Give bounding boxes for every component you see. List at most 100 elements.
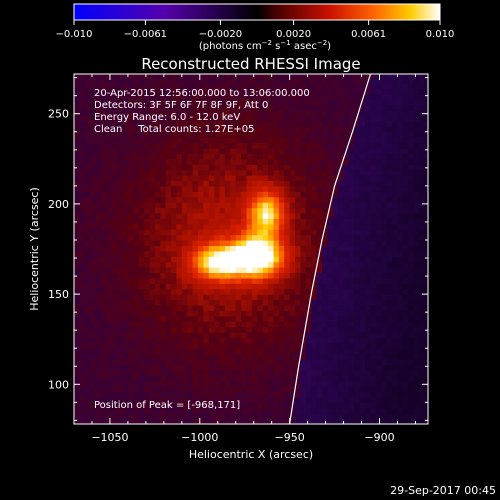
heatmap-cell — [192, 142, 199, 149]
heatmap-cell — [392, 283, 399, 290]
heatmap-cell — [208, 196, 215, 203]
heatmap-cell — [160, 272, 167, 279]
heatmap-cell — [424, 158, 428, 165]
heatmap-cell — [327, 348, 334, 355]
heatmap-cell — [278, 77, 285, 84]
heatmap-cell — [117, 321, 124, 328]
heatmap-cell — [219, 321, 226, 328]
heatmap-cell — [300, 104, 307, 111]
heatmap-cell — [203, 207, 210, 214]
heatmap-cell — [251, 402, 258, 409]
heatmap-cell — [149, 418, 156, 424]
heatmap-cell — [149, 348, 156, 355]
heatmap-cell — [268, 131, 275, 138]
heatmap-cell — [117, 110, 124, 117]
heatmap-cell — [198, 418, 204, 424]
heatmap-cell — [300, 245, 307, 252]
heatmap-cell — [251, 131, 258, 138]
heatmap-cell — [381, 158, 388, 165]
heatmap-cell — [375, 110, 382, 117]
heatmap-cell — [311, 169, 318, 176]
heatmap-cell — [176, 332, 183, 338]
heatmap-cell — [305, 131, 312, 138]
heatmap-cell — [311, 175, 318, 181]
heatmap-cell — [246, 148, 253, 154]
heatmap-cell — [122, 380, 129, 387]
heatmap-cell — [370, 180, 377, 187]
heatmap-cell — [79, 120, 86, 127]
heatmap-cell — [181, 120, 188, 127]
heatmap-cell — [144, 288, 151, 295]
heatmap-cell — [257, 240, 264, 246]
heatmap-cell — [106, 169, 113, 176]
heatmap-cell — [230, 288, 237, 295]
heatmap-cell — [111, 207, 118, 214]
heatmap-cell — [127, 321, 134, 328]
heatmap-cell — [348, 380, 355, 387]
heatmap-cell — [181, 77, 188, 84]
heatmap-cell — [268, 272, 275, 279]
heatmap-cell — [171, 304, 177, 311]
heatmap-cell — [365, 212, 372, 219]
heatmap-cell — [370, 148, 377, 154]
heatmap-cell — [251, 202, 258, 209]
heatmap-cell — [359, 353, 366, 360]
heatmap-cell — [251, 169, 258, 176]
heatmap-cell — [370, 185, 377, 192]
heatmap-cell — [101, 148, 107, 154]
heatmap-cell — [392, 337, 399, 344]
heatmap-cell — [127, 310, 134, 317]
heatmap-cell — [338, 321, 345, 328]
heatmap-cell — [305, 191, 312, 198]
heatmap-cell — [219, 142, 226, 149]
heatmap-cell — [365, 332, 372, 338]
heatmap-cell — [208, 158, 215, 165]
heatmap-cell — [90, 348, 97, 355]
heatmap-cell — [187, 310, 194, 317]
heatmap-cell — [117, 348, 124, 355]
heatmap-cell — [235, 272, 242, 279]
heatmap-cell — [133, 153, 140, 160]
heatmap-cell — [235, 418, 242, 424]
heatmap-cell — [381, 326, 388, 333]
heatmap-cell — [402, 115, 409, 122]
heatmap-cell — [90, 315, 97, 322]
heatmap-cell — [273, 348, 280, 355]
heatmap-cell — [262, 110, 269, 117]
heatmap-cell — [392, 74, 399, 79]
heatmap-cell — [208, 267, 215, 273]
y-tick-label: 250 — [48, 108, 69, 121]
heatmap-cell — [111, 131, 118, 138]
heatmap-cell — [327, 120, 334, 127]
heatmap-cell — [133, 256, 140, 263]
heatmap-cell — [181, 342, 188, 349]
heatmap-cell — [241, 126, 248, 133]
heatmap-cell — [133, 142, 140, 149]
heatmap-cell — [160, 337, 167, 344]
heatmap-cell — [181, 261, 188, 268]
heatmap-cell — [214, 315, 221, 322]
heatmap-cell — [214, 380, 221, 387]
heatmap-cell — [154, 342, 161, 349]
heatmap-cell — [305, 418, 312, 424]
heatmap-cell — [408, 240, 415, 246]
heatmap-cell — [332, 99, 339, 106]
heatmap-cell — [149, 74, 156, 79]
heatmap-cell — [90, 212, 97, 219]
heatmap-cell — [230, 304, 237, 311]
heatmap-cell — [375, 115, 382, 122]
heatmap-cell — [375, 245, 382, 252]
heatmap-cell — [397, 261, 404, 268]
heatmap-cell — [133, 240, 140, 246]
heatmap-cell — [74, 391, 80, 398]
heatmap-cell — [160, 386, 167, 393]
heatmap-cell — [84, 185, 91, 192]
colorbar-tick-label: 0.0020 — [276, 29, 311, 40]
heatmap-cell — [214, 83, 221, 89]
heatmap-cell — [165, 120, 172, 127]
heatmap-cell — [111, 115, 118, 122]
heatmap-cell — [375, 104, 382, 111]
heatmap-cell — [397, 169, 404, 176]
heatmap-cell — [160, 283, 167, 290]
heatmap-cell — [84, 148, 91, 154]
